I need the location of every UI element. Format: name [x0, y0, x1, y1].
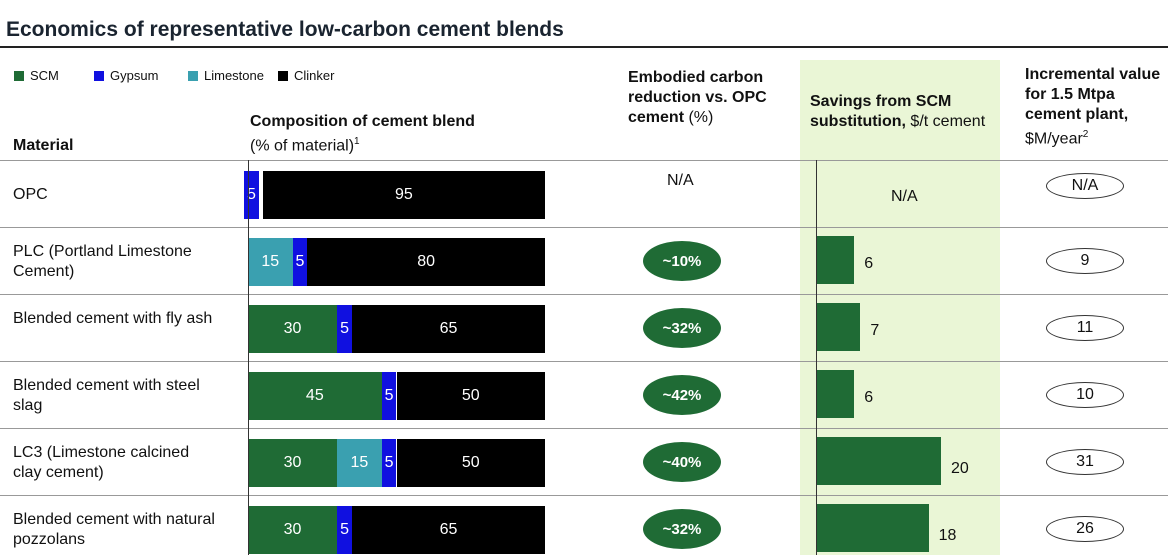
legend-swatch	[278, 70, 288, 81]
reduction-badge: ~32%	[643, 509, 721, 549]
savings-value: 20	[951, 460, 969, 477]
bar-segment-gypsum: 5	[381, 439, 397, 487]
header-composition-sub: (% of material)	[250, 137, 355, 155]
bar-segment-gypsum: 5	[381, 372, 397, 420]
savings-bar	[817, 370, 855, 418]
bar-segment-clinker: 65	[351, 305, 545, 353]
bar-segment-clinker: 50	[396, 439, 545, 487]
bar-segment-clinker: 50	[396, 372, 545, 420]
row-divider	[0, 428, 1168, 429]
savings-value: N/A	[891, 188, 918, 205]
incremental-value: 26	[1046, 516, 1124, 542]
header-savings: Savings from SCM substitution, $/t cemen…	[810, 92, 990, 132]
bar-segment-limestone: 15	[337, 439, 382, 487]
reduction-badge: ~32%	[643, 308, 721, 348]
reduction-value: N/A	[667, 172, 694, 189]
legend-label: Limestone	[204, 68, 264, 83]
reduction-badge: ~42%	[643, 375, 721, 415]
row-divider	[0, 361, 1168, 362]
header-savings-unit: $/t cement	[905, 113, 986, 130]
savings-bar	[817, 437, 941, 485]
bar-segment-gypsum: 5	[244, 171, 259, 219]
legend-item-gypsum: Gypsum	[94, 68, 158, 83]
bar-segment-clinker: 65	[351, 506, 545, 554]
savings-value: 6	[864, 255, 874, 272]
header-embodied-title: Embodied carbon reduction vs. OPC cement	[628, 69, 767, 126]
footnote-2: 2	[1082, 129, 1089, 140]
bar-segment-gypsum: 5	[292, 238, 308, 286]
savings-bar	[817, 303, 861, 351]
header-material: Material	[13, 137, 74, 154]
row-divider	[0, 227, 1168, 228]
legend-swatch	[14, 70, 24, 81]
header-embodied-unit: (%)	[684, 109, 714, 126]
footnote-1: 1	[354, 136, 360, 147]
header-composition-title: Composition of cement blend	[250, 113, 475, 130]
material-label: Blended cement with fly ash	[13, 310, 213, 327]
header-incremental-title: Incremental value for 1.5 Mtpa cement pl…	[1025, 66, 1161, 123]
bar-segment-gypsum: 5	[337, 506, 352, 554]
incremental-value: 11	[1046, 315, 1124, 341]
savings-bar	[817, 236, 855, 284]
incremental-value: 10	[1046, 382, 1124, 408]
material-label: LC3 (Limestone calcined clay cement)	[13, 444, 190, 481]
legend-item-limestone: Limestone	[188, 68, 264, 83]
header-savings-title: Savings from SCM substitution,	[810, 93, 952, 130]
title-divider	[0, 46, 1168, 48]
savings-value: 6	[864, 389, 874, 406]
incremental-value: 9	[1046, 248, 1124, 274]
composition-axis	[248, 160, 249, 555]
legend-swatch	[188, 70, 198, 81]
bar-segment-scm: 30	[248, 305, 338, 353]
bar-segment-scm: 45	[248, 372, 382, 420]
bar-segment-clinker: 95	[262, 171, 545, 219]
legend-label: Clinker	[294, 68, 335, 83]
legend-label: SCM	[30, 68, 59, 83]
legend-item-scm: SCM	[14, 68, 59, 83]
incremental-value: 31	[1046, 449, 1124, 475]
header-incremental-unit: $M/year	[1025, 130, 1083, 148]
bar-segment-clinker: 80	[307, 238, 545, 286]
legend-label: Gypsum	[110, 68, 159, 83]
row-divider	[0, 495, 1168, 496]
legend-swatch	[94, 70, 104, 81]
header-embodied: Embodied carbon reduction vs. OPC cement…	[628, 68, 788, 128]
header-incremental: Incremental value for 1.5 Mtpa cement pl…	[1025, 65, 1165, 149]
material-label: OPC	[13, 186, 48, 203]
bar-segment-gypsum: 5	[337, 305, 352, 353]
page-title: Economics of representative low-carbon c…	[6, 18, 564, 41]
reduction-badge: ~10%	[643, 241, 721, 281]
savings-value: 18	[938, 527, 957, 544]
savings-axis	[816, 160, 817, 555]
material-label: Blended cement with natural pozzolans	[13, 511, 215, 548]
savings-bar	[817, 504, 929, 552]
bar-segment-limestone: 15	[248, 238, 293, 286]
row-divider	[0, 160, 1168, 161]
legend-item-clinker: Clinker	[278, 68, 334, 83]
row-divider	[0, 294, 1168, 295]
bar-segment-scm: 30	[248, 439, 338, 487]
bar-segment-scm: 30	[248, 506, 338, 554]
savings-value: 7	[870, 322, 880, 339]
material-label: Blended cement with steel slag	[13, 377, 200, 414]
incremental-value: N/A	[1046, 173, 1124, 199]
material-label: PLC (Portland Limestone Cement)	[13, 243, 192, 280]
reduction-badge: ~40%	[643, 442, 721, 482]
header-composition: Composition of cement blend (% of materia…	[250, 112, 550, 156]
